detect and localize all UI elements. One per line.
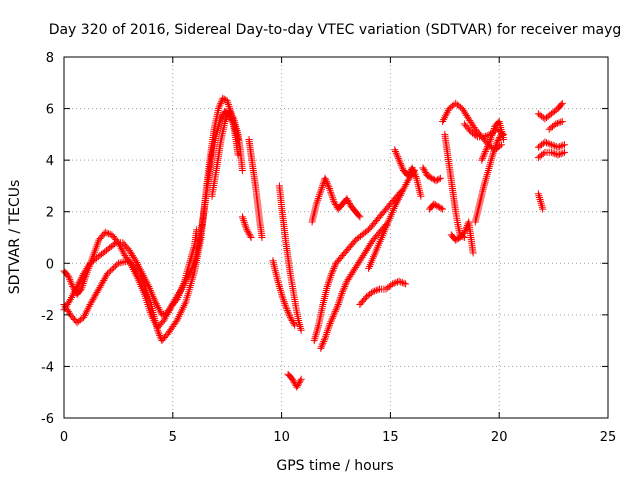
data-point-markers (534, 190, 547, 213)
data-point-markers (356, 277, 410, 308)
series-sat-27 (534, 99, 566, 123)
x-tick-label: 20 (491, 430, 508, 445)
series-sat-28 (545, 118, 566, 133)
x-tick-label: 10 (273, 430, 290, 445)
series-sat-13 (356, 277, 410, 308)
y-tick-label: -4 (41, 360, 54, 375)
data-point-markers (447, 218, 477, 257)
chart-title: Day 320 of 2016, Sidereal Day-to-day VTE… (49, 22, 622, 38)
data-point-markers (391, 146, 425, 200)
series-sat-9 (284, 370, 305, 391)
series-sat-25 (534, 138, 568, 151)
data-point-markers (365, 167, 418, 272)
y-axis-label: SDTVAR / TECUs (7, 180, 23, 295)
y-tick-label: 0 (46, 257, 54, 272)
y-tick-label: 2 (46, 206, 54, 221)
series-sat-3 (60, 107, 242, 319)
series-sat-5 (245, 136, 266, 241)
data-point-markers (238, 213, 255, 241)
series-sat-18 (441, 130, 468, 241)
data-point-markers (269, 257, 299, 329)
series-sat-6 (238, 213, 255, 241)
x-tick-label: 15 (382, 430, 399, 445)
data-point-markers (419, 164, 444, 185)
plot-frame (63, 56, 609, 419)
data-point-markers (284, 370, 305, 391)
x-axis-ticks: 0 5 10 15 20 25 (60, 57, 616, 445)
series-sat-22 (471, 130, 505, 226)
x-axis-label: GPS time / hours (276, 458, 393, 474)
series-sat-11 (317, 221, 390, 352)
y-tick-label: 8 (46, 51, 54, 66)
data-point-markers (534, 138, 568, 151)
data-point-markers (441, 130, 468, 241)
data-point-markers (534, 148, 568, 162)
data-point-markers (534, 99, 566, 123)
y-tick-label: 6 (46, 103, 54, 118)
data-point-markers (208, 107, 246, 200)
data-point-markers (471, 130, 505, 226)
series-sat-15 (391, 146, 425, 200)
data-point-markers (245, 136, 266, 241)
data-points (60, 94, 568, 391)
grid (64, 57, 608, 418)
data-point-markers (60, 107, 242, 319)
series-sat-8 (269, 257, 299, 329)
x-tick-label: 0 (60, 430, 68, 445)
series-sat-20 (447, 218, 477, 257)
data-point-markers (478, 118, 508, 164)
series-sat-12 (308, 174, 364, 226)
series-sat-7 (275, 182, 305, 334)
y-axis-ticks: -6 -4 -2 0 2 4 6 8 (41, 51, 608, 427)
series-sat-17 (426, 200, 447, 213)
data-point-markers (310, 187, 405, 345)
series-sat-4 (208, 107, 246, 200)
y-tick-label: -2 (41, 309, 54, 324)
data-point-markers (317, 221, 390, 352)
data-point-markers (275, 182, 305, 334)
data-point-markers (545, 118, 566, 133)
series-sat-14 (365, 167, 418, 272)
x-tick-label: 5 (169, 430, 177, 445)
series-sat-23 (478, 118, 508, 164)
series-sat-10 (310, 187, 405, 345)
y-tick-label: 4 (46, 154, 54, 169)
series-sat-16 (419, 164, 444, 185)
series-sat-26 (534, 190, 547, 213)
series-sat-24 (534, 148, 568, 162)
data-point-markers (426, 200, 447, 213)
y-tick-label: -6 (41, 412, 54, 427)
data-point-markers (308, 174, 364, 226)
x-tick-label: 25 (600, 430, 617, 445)
